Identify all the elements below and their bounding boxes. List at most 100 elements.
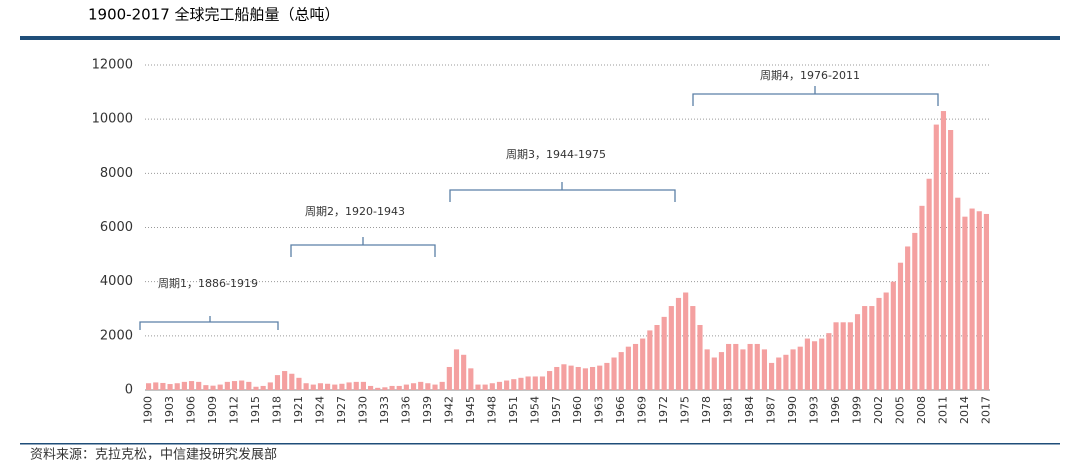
bar	[468, 368, 474, 390]
x-tick-label: 1939	[421, 396, 434, 424]
annotation: 周期2，1920-1943	[305, 205, 405, 218]
bar	[325, 383, 331, 390]
x-tick-label: 1975	[679, 396, 692, 424]
bar	[532, 376, 538, 390]
bar	[425, 383, 431, 390]
x-tick-label: 1906	[185, 396, 198, 424]
bar	[246, 381, 252, 390]
bar	[811, 341, 818, 390]
bar	[790, 349, 796, 390]
source: 资料来源：克拉克松，中信建投研究发展部	[30, 447, 277, 463]
bar	[761, 349, 768, 390]
bar	[826, 333, 832, 390]
x-tick-label: 1984	[743, 396, 756, 424]
bar	[912, 232, 918, 390]
bar	[654, 325, 660, 390]
bar	[360, 381, 366, 390]
bar	[632, 343, 639, 390]
x-tick-label: 1948	[485, 396, 498, 424]
bar	[668, 306, 674, 390]
x-tick-label: 1978	[700, 396, 713, 424]
bar	[883, 292, 889, 390]
bar	[375, 387, 381, 390]
bar	[410, 383, 417, 390]
bar	[740, 349, 746, 390]
bar	[317, 383, 324, 390]
x-tick-label: 1954	[528, 396, 541, 424]
x-tick-label: 1942	[442, 396, 455, 424]
bar	[919, 205, 925, 390]
bar	[747, 343, 753, 390]
bar	[310, 384, 316, 390]
bar	[733, 343, 739, 390]
bracket	[449, 182, 676, 202]
y-tick-label: 2000	[100, 328, 133, 343]
x-tick-label: 1915	[249, 396, 262, 424]
x-tick-label: 1981	[722, 396, 735, 424]
bar	[382, 387, 388, 390]
bar	[504, 380, 510, 390]
bar	[518, 377, 524, 390]
bar	[661, 316, 667, 390]
bar	[224, 381, 230, 390]
bar	[403, 384, 409, 390]
bar	[453, 349, 460, 390]
bar	[783, 354, 789, 390]
bar	[389, 385, 395, 390]
bar	[274, 375, 281, 390]
bar	[547, 371, 553, 390]
y-tick-label: 0	[125, 383, 133, 398]
bar	[432, 384, 438, 390]
x-tick-label: 1966	[614, 396, 627, 424]
bar	[210, 385, 216, 390]
x-tick-label: 1903	[163, 396, 176, 424]
bar	[174, 383, 180, 390]
y-tick-label: 4000	[100, 274, 133, 289]
bar	[475, 384, 481, 390]
bar	[640, 338, 646, 390]
bar	[217, 384, 223, 390]
bar	[253, 386, 259, 390]
x-tick-label: 1963	[593, 396, 606, 424]
x-tick-label: 2005	[893, 396, 906, 424]
bar	[704, 349, 710, 390]
bar	[167, 384, 173, 390]
bar	[618, 352, 624, 390]
bar	[260, 385, 266, 390]
bar	[869, 306, 875, 390]
bar	[940, 111, 947, 391]
bar	[439, 381, 445, 390]
x-tick-label: 2011	[936, 396, 949, 424]
x-tick-label: 2014	[958, 396, 971, 424]
bar	[769, 362, 775, 390]
bar	[854, 314, 861, 390]
x-tick-label: 1930	[356, 396, 369, 424]
x-tick-label: 1909	[206, 396, 219, 424]
bar	[955, 197, 961, 390]
x-tick-label: 1936	[399, 396, 412, 424]
bar	[267, 382, 273, 390]
annotation: 周期4，1976-2011	[760, 69, 860, 82]
bar	[690, 306, 696, 390]
x-tick-label: 1972	[657, 396, 670, 424]
bar	[160, 382, 166, 390]
x-tick-label: 1957	[550, 396, 563, 424]
x-tick-label: 1993	[808, 396, 821, 424]
bar	[840, 322, 846, 390]
x-tick-label: 1912	[228, 396, 241, 424]
bar	[905, 246, 911, 390]
bar	[897, 262, 904, 390]
bracket	[692, 86, 939, 106]
bar	[804, 338, 810, 390]
bar	[289, 373, 295, 390]
x-tick-label: 1996	[829, 396, 842, 424]
bar	[647, 330, 653, 390]
x-tick-label: 1918	[270, 396, 283, 424]
x-tick-label: 1921	[292, 396, 305, 424]
y-tick-label: 8000	[100, 166, 133, 181]
x-tick-label: 2017	[979, 396, 992, 424]
bar	[726, 343, 732, 390]
bar	[575, 366, 581, 390]
bar	[589, 366, 596, 390]
